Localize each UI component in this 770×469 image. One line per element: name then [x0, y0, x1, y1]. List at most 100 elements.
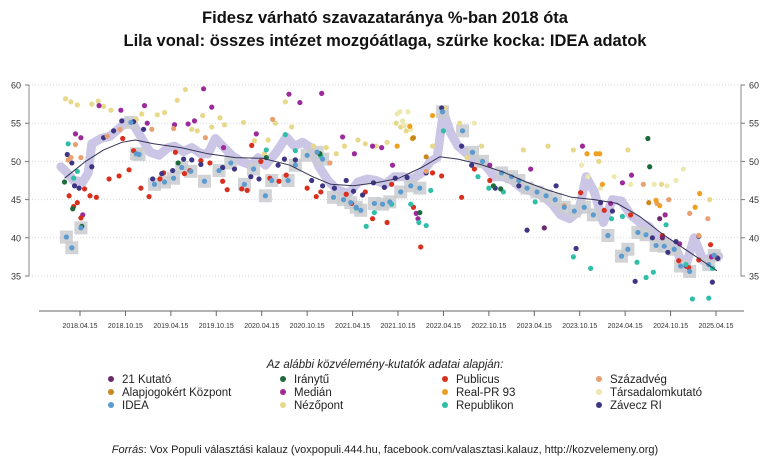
data-point-publicus	[146, 193, 152, 200]
legend-item: Publicus	[442, 373, 499, 387]
legend-marker-icon	[108, 375, 114, 382]
data-point-t-rsadalomkutat-	[680, 166, 686, 172]
data-point-21-kutat-	[657, 216, 663, 222]
legend-item: Társadalomkutató	[596, 386, 702, 400]
data-point-publicus	[313, 193, 319, 200]
data-point-n-z-pont	[403, 128, 409, 134]
x-tick-label: 2022.04.15	[426, 323, 461, 330]
data-point-ir-nyt-	[61, 179, 68, 185]
data-point-n-z-pont	[429, 143, 436, 149]
data-point-idea	[348, 200, 354, 206]
data-point-idea	[161, 179, 168, 185]
data-point-publicus	[429, 170, 436, 176]
data-point-publicus	[578, 190, 584, 196]
data-point-idea	[671, 246, 677, 252]
data-point-z-vecz-ri	[220, 164, 226, 171]
data-point-publicus	[249, 142, 255, 148]
legend-label: Závecz RI	[610, 400, 662, 412]
data-point-republikon	[643, 274, 649, 281]
data-point-n-z-pont	[272, 120, 278, 126]
data-point-z-vecz-ri	[150, 176, 156, 182]
data-point-medi-n	[379, 145, 385, 151]
data-point-idea	[269, 177, 275, 184]
data-point-n-z-pont	[68, 99, 74, 105]
data-point-t-rsadalomkutat-	[673, 177, 679, 184]
data-point-publicus	[126, 167, 132, 173]
data-point-n-z-pont	[62, 96, 69, 102]
data-point-sz-zadv-g	[78, 154, 84, 161]
data-point-medi-n	[185, 121, 191, 127]
data-point-republikon	[282, 132, 288, 138]
data-point-medi-n	[619, 180, 626, 186]
data-point-sz-zadv-g	[640, 181, 646, 187]
x-tick-label: 2021.10.15	[380, 323, 415, 330]
data-point-idea	[179, 164, 185, 171]
data-point-n-z-pont	[310, 143, 317, 149]
legend-label: Real-PR 93	[456, 387, 516, 399]
data-point-publicus	[172, 149, 179, 155]
legend-item: Real-PR 93	[442, 386, 515, 400]
data-point-publicus	[198, 158, 204, 164]
data-point-medi-n	[339, 134, 346, 140]
data-point-medi-n	[662, 212, 668, 218]
data-point-republikon	[486, 185, 492, 191]
data-point-n-z-pont	[707, 197, 713, 203]
plot-area: 35 35 40 40 45 45 50 50 55 55 60 60 2018.04.15 2018.1…	[11, 81, 759, 331]
x-tick-label: 2020.10.15	[290, 323, 325, 330]
data-point-real-pr-93	[584, 151, 590, 157]
data-point-idea	[561, 204, 567, 210]
data-point-idea	[228, 160, 234, 166]
data-point-n-z-pont	[161, 109, 168, 116]
data-point-medi-n	[487, 162, 493, 168]
data-point-sz-zadv-g	[696, 232, 702, 239]
data-point-republikon	[428, 187, 434, 194]
data-point-medi-n	[297, 99, 303, 106]
legend-label: Társadalomkutató	[610, 387, 703, 399]
data-point-z-vecz-ri	[459, 143, 465, 149]
data-point-idea	[439, 109, 446, 115]
data-point-n-z-pont	[355, 137, 361, 143]
data-point-republikon	[74, 168, 80, 174]
data-point-republikon	[371, 209, 377, 216]
data-point-publicus	[459, 194, 465, 200]
y-tick-label-left: 40	[11, 233, 21, 243]
data-point-publicus	[487, 177, 493, 184]
data-point-medi-n	[200, 86, 207, 92]
data-point-publicus	[224, 187, 230, 193]
data-point-publicus	[87, 193, 93, 199]
data-point-z-vecz-ri	[189, 157, 195, 163]
data-point-idea	[69, 245, 75, 251]
data-point-medi-n	[72, 131, 79, 137]
data-point-n-z-pont	[221, 122, 228, 128]
data-point-n-z-pont	[251, 138, 258, 144]
data-point-idea	[417, 185, 423, 191]
data-point-n-z-pont	[341, 143, 348, 149]
data-point-n-z-pont	[333, 151, 339, 157]
data-point-publicus	[418, 244, 424, 250]
data-point-publicus	[258, 158, 264, 164]
legend-marker-icon	[280, 375, 286, 382]
data-point-idea	[151, 181, 158, 187]
data-point-medi-n	[118, 107, 124, 113]
data-point-medi-n	[209, 104, 215, 110]
data-point-medi-n	[369, 143, 376, 149]
data-point-real-pr-93	[407, 123, 413, 129]
data-point-republikon	[683, 261, 689, 268]
data-point-z-vecz-ri	[281, 156, 288, 162]
legend-label: Iránytű	[294, 374, 330, 386]
data-point-republikon	[588, 265, 594, 271]
data-point-idea	[653, 242, 659, 249]
data-point-republikon	[570, 254, 576, 260]
data-point-idea	[687, 268, 693, 275]
data-point-z-vecz-ri	[319, 183, 326, 189]
data-point-idea	[661, 243, 667, 249]
data-point-medi-n	[144, 120, 150, 126]
data-point-sz-zadv-g	[423, 168, 429, 174]
data-point-idea	[136, 151, 142, 158]
data-point-z-vecz-ri	[89, 164, 95, 170]
data-point-publicus	[120, 135, 126, 142]
data-point-idea	[387, 199, 393, 205]
data-point-publicus	[384, 219, 390, 226]
data-point-medi-n	[319, 90, 325, 97]
legend-label: Republikon	[456, 400, 514, 412]
